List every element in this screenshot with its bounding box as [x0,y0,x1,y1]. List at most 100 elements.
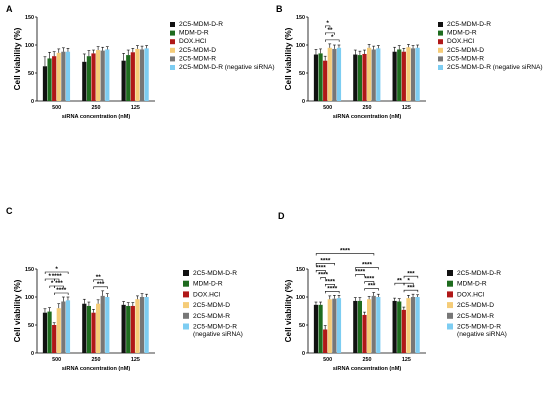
significance-bracket [325,32,335,35]
bar [410,48,416,101]
legend-swatch [170,56,175,62]
bar [56,52,61,101]
bar [82,61,87,101]
x-tick-label: 125 [402,105,411,111]
significance-label: * [407,277,410,284]
bar [61,301,66,353]
legend-label: 2C5-MDM-D-R [193,270,237,277]
significance-label: **** [320,258,330,265]
bar [135,48,140,101]
significance-label: **** [318,272,328,279]
significance-label: **** [325,279,335,286]
bar [52,56,57,101]
bar [47,58,52,101]
bar [139,297,145,353]
y-tick-label: 100 [25,295,34,301]
significance-label: ** [327,27,332,34]
significance-bracket [325,291,340,294]
significance-label: **** [340,248,350,255]
legend-swatch [438,56,443,62]
bar [415,47,420,101]
bar [323,60,328,101]
panel-label: D [278,211,285,221]
y-tick-label: 0 [302,351,305,357]
legend-swatch [183,291,189,298]
bar [401,309,406,353]
legend-label: DOX.HCl [447,38,475,45]
significance-bracket [93,279,104,282]
significance-bracket [325,39,340,42]
bar [397,49,402,101]
legend-label: 2C5-MDM-D-R [447,21,491,28]
legend-swatch [170,30,175,36]
x-axis-label: siRNA concentration (nM) [62,366,131,372]
bar [105,49,110,101]
legend-swatch [447,323,453,330]
legend-swatch [438,39,443,45]
bar [52,325,57,353]
legend-swatch [447,270,453,276]
significance-bracket [320,277,326,280]
legend-label: 2C5-MDM-D-R [193,324,237,331]
significance-bracket [93,286,108,289]
bar [397,301,402,353]
bar [47,311,52,353]
legend-label: DOX.HCl [179,38,207,45]
bar [323,329,328,353]
bar [318,304,323,353]
x-tick-label: 250 [92,105,101,111]
bar [332,298,337,353]
bar [362,314,367,353]
bar [313,54,319,101]
bar [353,54,358,101]
legend-label: MDM-D-R [447,30,477,37]
legend-label: 2C5-MDM-R [179,55,216,62]
y-tick-label: 0 [31,351,34,357]
bar [332,48,337,101]
bar [82,303,87,353]
significance-bracket [403,289,419,293]
bar [313,304,319,353]
legend-label: MDM-D-R [179,30,209,37]
legend-label: 2C5-MDM-D-R [457,270,501,277]
legend-label: 2C5-MDM-D-R (negative siRNA) [447,64,543,71]
bar [353,300,358,353]
significance-label: *** [407,270,415,277]
bar [392,51,397,101]
bar [121,304,126,353]
significance-label: **** [316,265,326,272]
x-tick-label: 250 [92,357,101,363]
y-tick-label: 50 [28,323,34,329]
legend-label: 2C5-MDM-D [447,47,484,54]
significance-bracket [44,278,55,281]
legend-label: 2C5-MDM-D-R (negative siRNA) [179,64,275,71]
bar [406,298,411,353]
significance-bracket [325,284,335,287]
bar [367,47,372,101]
legend-swatch [183,270,189,276]
significance-label: * [331,34,334,41]
significance-label: * [55,266,58,273]
legend-label-cont: (negative siRNA) [193,331,243,338]
x-tick-label: 125 [131,105,140,111]
legend-label: 2C5-MDM-D [179,47,216,54]
bar [401,51,406,101]
legend-label: DOX.HCl [193,291,221,298]
significance-bracket [54,292,69,295]
significance-label: **** [364,276,374,283]
bar [135,299,140,353]
bar [61,51,66,101]
y-tick-label: 50 [299,71,305,77]
legend-swatch [447,291,453,298]
significance-bracket [364,288,379,291]
legend-swatch [170,22,175,27]
bar [96,50,101,101]
legend-swatch [438,30,443,36]
x-tick-label: 500 [323,357,332,363]
bar [96,303,101,353]
significance-label: **** [355,269,365,276]
bar [126,55,131,101]
significance-bracket [394,282,405,286]
